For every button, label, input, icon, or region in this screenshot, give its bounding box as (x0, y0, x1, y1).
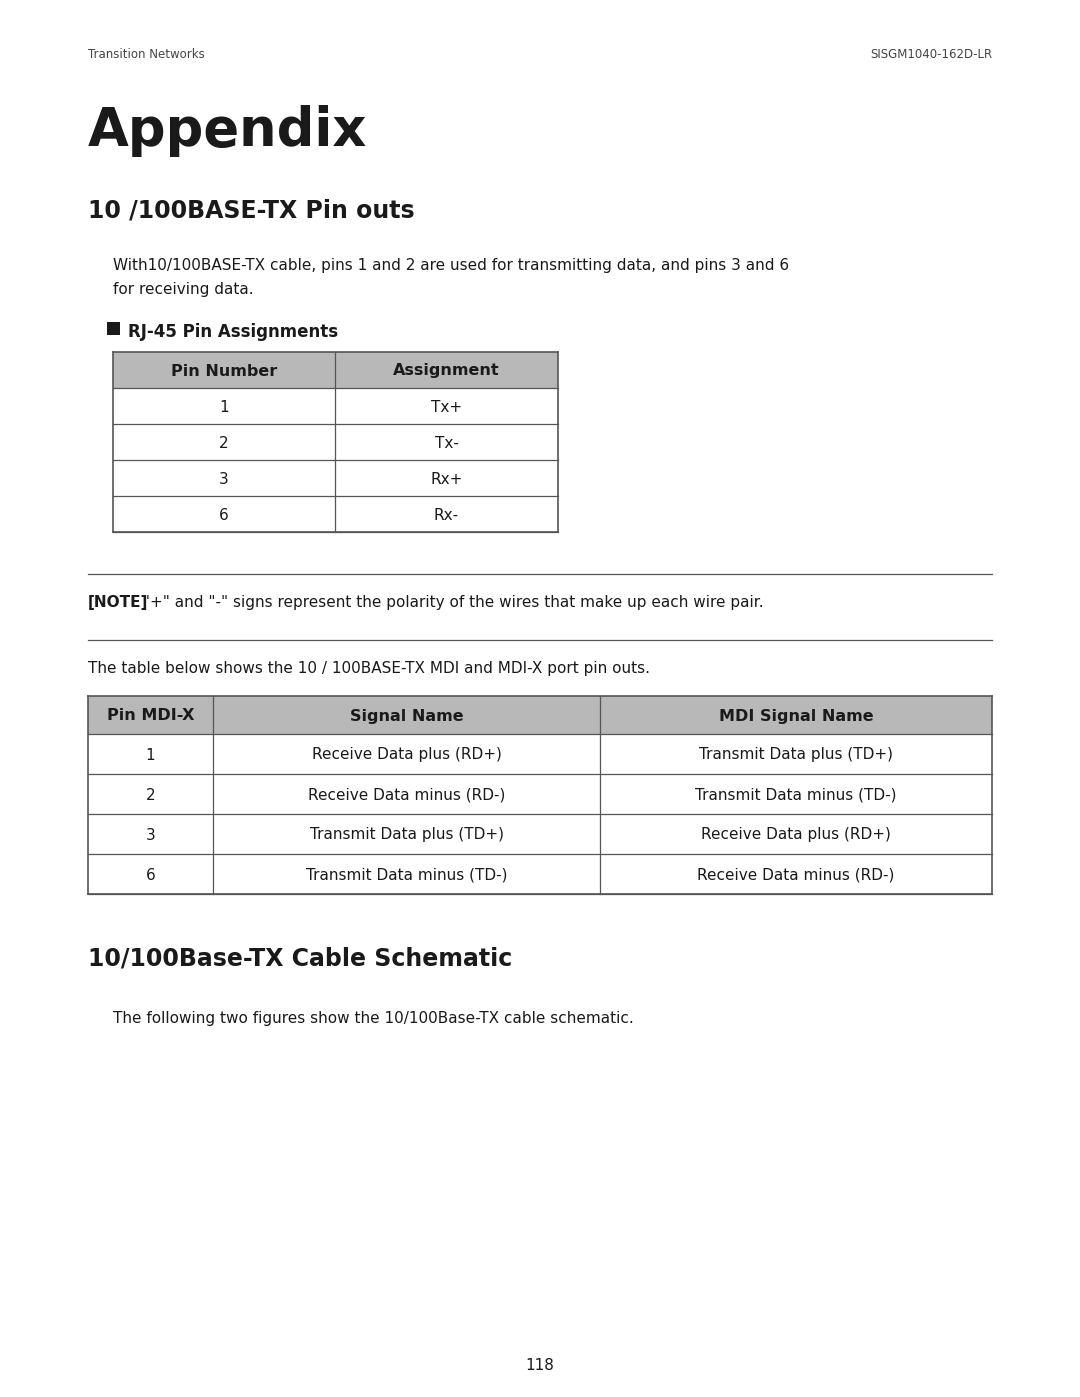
Bar (113, 352, 558, 388)
Bar (87, 814, 993, 854)
Text: 10/100Base-TX Cable Schematic: 10/100Base-TX Cable Schematic (87, 946, 512, 970)
Text: 1: 1 (146, 747, 156, 763)
Text: Transmit Data plus (TD+): Transmit Data plus (TD+) (699, 747, 893, 763)
Text: Pin MDI-X: Pin MDI-X (107, 708, 194, 724)
Bar (113, 460, 558, 496)
Text: [NOTE]: [NOTE] (87, 595, 148, 610)
Text: Receive Data plus (RD+): Receive Data plus (RD+) (311, 747, 501, 763)
Bar (107, 321, 120, 335)
Text: 6: 6 (146, 868, 156, 883)
Text: RJ-45 Pin Assignments: RJ-45 Pin Assignments (129, 323, 338, 341)
Bar (113, 388, 558, 425)
Text: Transmit Data plus (TD+): Transmit Data plus (TD+) (310, 827, 503, 842)
Text: Tx-: Tx- (434, 436, 458, 450)
Text: Appendix: Appendix (87, 105, 367, 156)
Text: 118: 118 (526, 1358, 554, 1373)
Bar (87, 696, 993, 733)
Text: Transmit Data minus (TD-): Transmit Data minus (TD-) (306, 868, 508, 883)
Text: Transition Networks: Transition Networks (87, 47, 205, 61)
Text: 2: 2 (146, 788, 156, 802)
Bar (87, 733, 993, 774)
Bar (113, 496, 558, 532)
Text: 3: 3 (146, 827, 156, 842)
Bar (87, 774, 993, 814)
Bar (87, 854, 993, 894)
Text: With10/100BASE-TX cable, pins 1 and 2 are used for transmitting data, and pins 3: With10/100BASE-TX cable, pins 1 and 2 ar… (113, 258, 789, 272)
Text: Tx+: Tx+ (431, 400, 462, 415)
Text: Rx-: Rx- (434, 507, 459, 522)
Text: Rx+: Rx+ (430, 472, 462, 486)
Text: "+" and "-" signs represent the polarity of the wires that make up each wire pai: "+" and "-" signs represent the polarity… (138, 595, 764, 610)
Text: 2: 2 (219, 436, 229, 450)
Text: Receive Data minus (RD-): Receive Data minus (RD-) (308, 788, 505, 802)
Text: The following two figures show the 10/100Base-TX cable schematic.: The following two figures show the 10/10… (113, 1011, 634, 1025)
Bar (113, 425, 558, 460)
Text: MDI Signal Name: MDI Signal Name (718, 708, 874, 724)
Text: SISGM1040-162D-LR: SISGM1040-162D-LR (869, 47, 993, 61)
Text: Pin Number: Pin Number (171, 363, 278, 379)
Text: Signal Name: Signal Name (350, 708, 463, 724)
Text: for receiving data.: for receiving data. (113, 282, 254, 298)
Text: 6: 6 (219, 507, 229, 522)
Text: The table below shows the 10 / 100BASE-TX MDI and MDI-X port pin outs.: The table below shows the 10 / 100BASE-T… (87, 661, 650, 676)
Text: 10 /100BASE-TX Pin outs: 10 /100BASE-TX Pin outs (87, 198, 415, 222)
Text: 3: 3 (219, 472, 229, 486)
Text: Transmit Data minus (TD-): Transmit Data minus (TD-) (696, 788, 896, 802)
Text: Receive Data minus (RD-): Receive Data minus (RD-) (698, 868, 894, 883)
Text: Assignment: Assignment (393, 363, 500, 379)
Text: Receive Data plus (RD+): Receive Data plus (RD+) (701, 827, 891, 842)
Text: 1: 1 (219, 400, 229, 415)
